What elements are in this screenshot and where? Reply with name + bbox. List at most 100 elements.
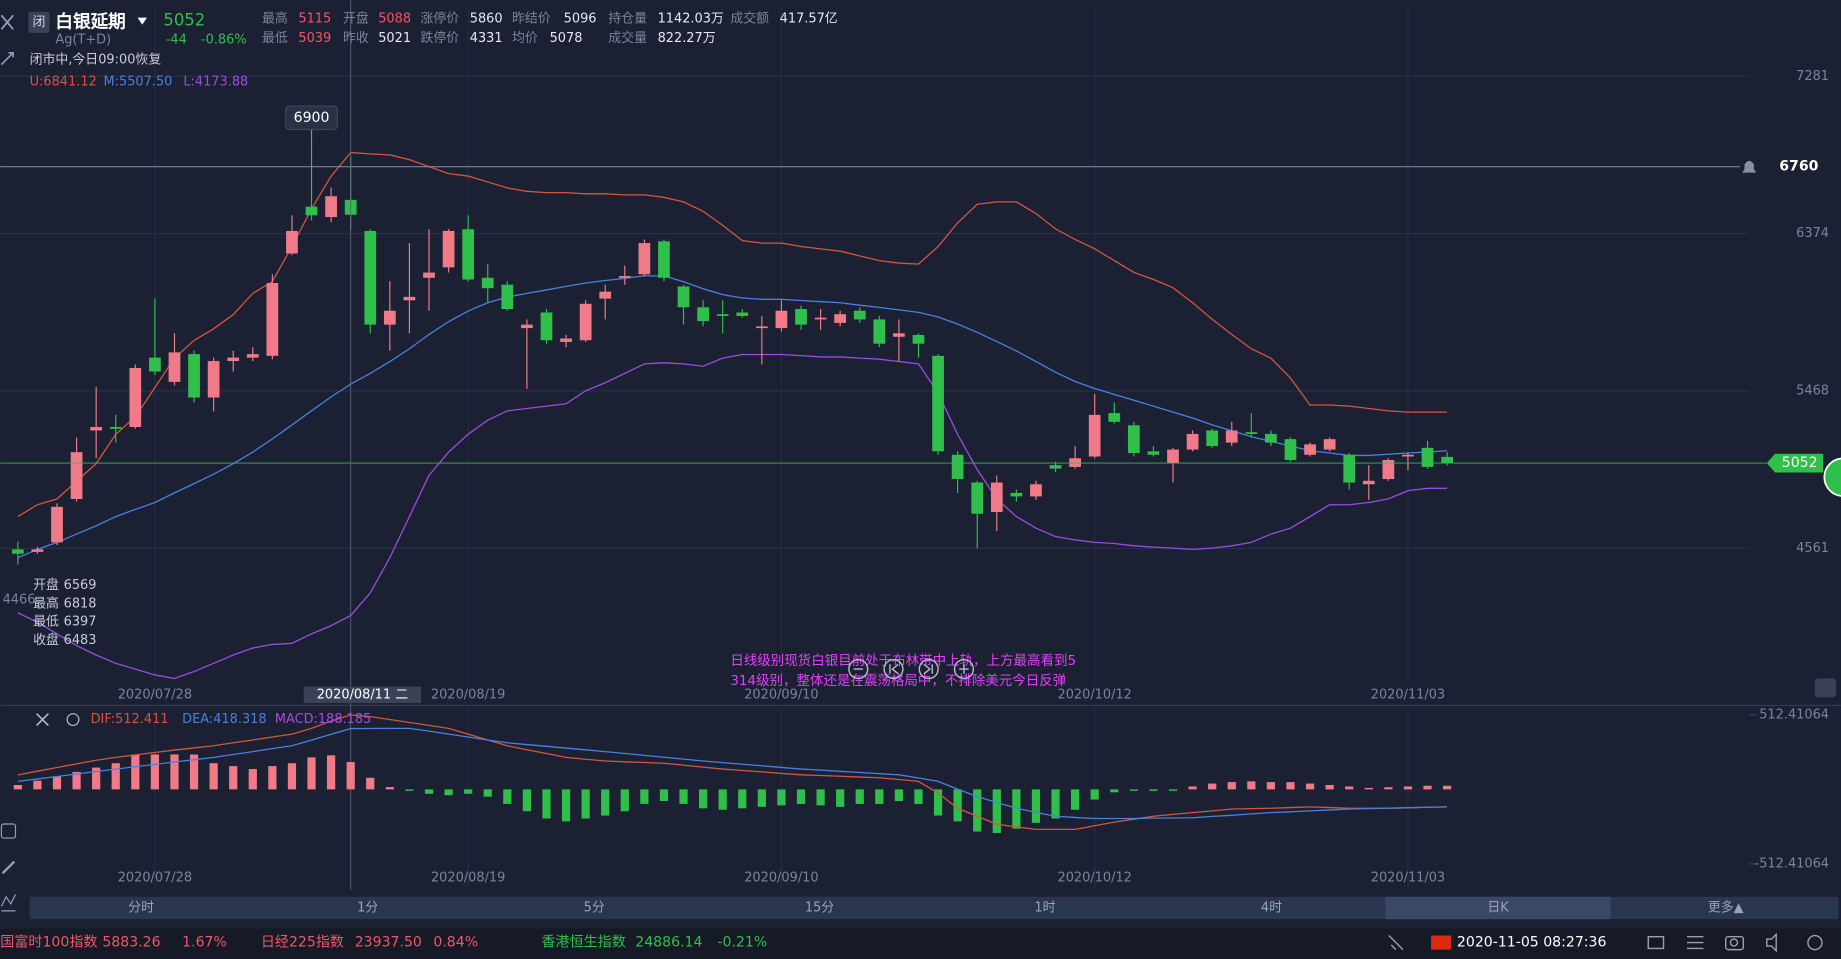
icon[interactable] (1725, 935, 1745, 951)
candle-body (638, 243, 651, 275)
ticker-value: 5883.26 (102, 935, 160, 951)
candle-body (1225, 430, 1238, 443)
stat-label: 开盘 (343, 10, 369, 26)
ticker-name[interactable]: 国富时100指数 (0, 934, 97, 951)
close-icon[interactable] (0, 14, 14, 30)
candle-body (775, 310, 788, 329)
tool-icon[interactable] (0, 823, 17, 839)
zoom-out[interactable] (848, 658, 869, 680)
macd-bar (561, 789, 571, 822)
indicator-settings[interactable] (66, 713, 80, 726)
price-change: -44 (166, 32, 187, 47)
icon[interactable] (1686, 935, 1704, 950)
candle-body (246, 354, 259, 358)
macd-bar (1090, 789, 1099, 800)
close-indicator[interactable] (36, 713, 49, 726)
stat-label: 成交量 (608, 30, 647, 46)
ticker-name[interactable]: 香港恒生指数 (541, 935, 625, 951)
candle-body (658, 241, 670, 278)
expand-icon[interactable] (0, 52, 14, 66)
chart-layer: 4561 5468 6374 7281 2020/07/28 2020/08/19 2020… (0, 0, 1841, 890)
macd-bar (1384, 787, 1393, 790)
macd-bar (326, 755, 336, 790)
ohlc-label: 收盘 (33, 632, 59, 648)
candle-body (11, 549, 24, 554)
timeframe-tab[interactable]: 日K (1487, 900, 1509, 915)
candle-body (1421, 447, 1434, 467)
zoom-in[interactable] (953, 658, 975, 680)
macd-bar (1403, 786, 1413, 790)
ohlc-value: 6397 (64, 615, 97, 630)
timeframe-tab[interactable]: 分时 (128, 900, 154, 915)
candle-body (560, 338, 572, 342)
annotation: 日线级别现货白银目前处于布林带中上轨，上方最高看到5 314级别，整体还是在震荡… (730, 652, 1076, 689)
candle-body (1030, 484, 1042, 497)
macd-bar (464, 789, 473, 794)
dropdown-arrow[interactable] (137, 17, 147, 25)
icon[interactable] (1766, 932, 1777, 953)
ticker-name[interactable]: 日经225指数 (261, 935, 344, 951)
timeframe-tab[interactable]: 1分 (357, 900, 378, 915)
macd-bar (209, 763, 218, 790)
macd-bar (1423, 785, 1432, 790)
icon[interactable] (1647, 935, 1665, 950)
legend-label: DIF:512.411 (91, 712, 169, 727)
icon[interactable] (1807, 934, 1823, 951)
timeframe-tab[interactable]: 15分 (805, 900, 834, 915)
candle-body (716, 314, 729, 316)
crosshair-tag (303, 686, 422, 704)
candle-body (1284, 439, 1297, 460)
macd-bar (366, 777, 375, 790)
macd-bar (1266, 782, 1276, 790)
vs-button[interactable] (1814, 678, 1837, 698)
y-tick-label: 4561 (1796, 541, 1829, 556)
candle-body (912, 335, 925, 344)
macd-bar (699, 789, 708, 809)
ohlc-label: 最低 (33, 615, 59, 630)
candle-body (1304, 444, 1316, 455)
y-tick-label: -512.41064 (1755, 856, 1829, 871)
stat-label: 成交额 (730, 10, 769, 26)
timeframe-tab[interactable]: 1时 (1034, 900, 1055, 915)
step-back[interactable] (883, 658, 904, 680)
datetime: 2020-11-05 08:27:36 (1457, 935, 1607, 951)
chart-icon[interactable] (0, 894, 17, 912)
ohlc-value: 6569 (64, 578, 97, 593)
alert-tag (1739, 154, 1837, 179)
macd-bar (405, 789, 414, 791)
timeframe-tab[interactable]: 5分 (584, 900, 605, 915)
candle-body (403, 296, 416, 301)
candle-body (834, 314, 847, 323)
max-label: 6900 (294, 110, 330, 126)
timeframe-tab[interactable]: 4时 (1261, 900, 1282, 915)
candle-body (51, 506, 63, 543)
market-status: 闭市中,今日09:00恢复 (30, 51, 162, 67)
pen-icon[interactable] (1, 860, 16, 875)
timeframe-tab[interactable]: 更多▲ (1708, 900, 1744, 915)
stat-value: 5039 (298, 31, 331, 46)
left-toolbar (0, 14, 17, 912)
stat-value: 5021 (378, 31, 411, 46)
macd-bar (855, 789, 864, 804)
flag (1431, 935, 1452, 950)
macd-bar (659, 789, 669, 802)
stat-label: 最低 (262, 31, 288, 46)
candle-body (207, 361, 220, 398)
macd-bar (131, 754, 140, 790)
crosshair-label: 2020/08/11 二 (317, 687, 408, 702)
macd-bar (1129, 789, 1138, 791)
macd-bar (1227, 782, 1236, 790)
macd-bar (111, 763, 120, 790)
candle-body (149, 357, 161, 372)
step-forward[interactable] (918, 658, 939, 680)
icon[interactable] (1388, 935, 1404, 951)
ticker-change: 1.67% (182, 935, 227, 951)
candle-body (1167, 449, 1179, 464)
candle-body (305, 206, 318, 216)
candle-body (481, 277, 494, 289)
candle-body (1441, 456, 1453, 464)
ticker-value: 23937.50 (355, 935, 422, 951)
instrument-name[interactable]: 白银延期 (55, 11, 125, 32)
x-tick-label: 2020/09/10 (744, 871, 818, 886)
macd-bar (522, 789, 532, 812)
